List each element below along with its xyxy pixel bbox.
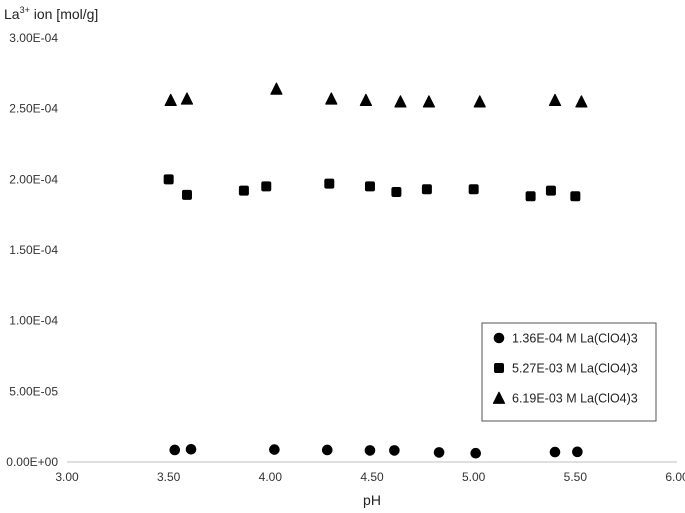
legend-label: 5.27E-03 M La(ClO4)3 [512, 362, 638, 376]
legend-marker-square [494, 363, 504, 373]
data-point-triangle [548, 93, 562, 107]
legend-item: 1.36E-04 M La(ClO4)3 [493, 332, 638, 346]
x-axis-title: pH [363, 492, 381, 508]
series-triangle [164, 82, 588, 108]
data-point-square [324, 178, 335, 189]
data-point-circle [433, 447, 445, 458]
data-point-square [570, 191, 581, 202]
data-point-triangle [359, 93, 372, 107]
data-point-triangle [575, 95, 588, 108]
y-tick-label: 2.50E-04 [9, 102, 58, 116]
x-tick-label: 4.50 [360, 470, 384, 484]
data-point-square [181, 189, 192, 200]
data-point-square [391, 187, 402, 198]
x-tick-labels: 3.00 3.50 4.00 4.50 5.00 5.50 6.00 [55, 470, 685, 484]
y-tick-label: 5.00E-05 [9, 384, 58, 398]
y-axis-title-main: La [4, 6, 20, 22]
data-point-square [421, 184, 432, 195]
data-point-square [364, 181, 375, 192]
data-point-triangle [180, 92, 194, 105]
data-point-circle [549, 446, 561, 458]
data-point-triangle [394, 95, 407, 108]
data-point-circle [269, 444, 280, 455]
legend-marker-triangle [492, 391, 506, 404]
legend-marker-circle [493, 332, 505, 344]
data-point-triangle [422, 95, 436, 108]
data-point-circle [169, 444, 181, 456]
y-axis-title-superscript: 3+ [20, 5, 30, 15]
y-tick-labels: 0.00E+00 5.00E-05 1.00E-04 1.50E-04 2.00E-04… [6, 31, 58, 469]
data-point-triangle [270, 82, 283, 95]
data-point-circle [185, 443, 197, 455]
data-point-circle [364, 445, 376, 456]
data-point-square [545, 185, 556, 196]
y-axis-title-rest: ion [mol/g] [30, 6, 98, 22]
data-point-triangle [473, 95, 486, 108]
data-points [163, 82, 588, 459]
data-point-square [238, 185, 249, 196]
data-point-circle [321, 444, 333, 456]
data-point-triangle [325, 92, 338, 105]
x-tick-label: 4.00 [259, 470, 283, 484]
y-tick-label: 2.00E-04 [9, 172, 58, 186]
legend: 1.36E-04 M La(ClO4)3 5.27E-03 M La(ClO4)3… [481, 322, 657, 422]
legend-item: 6.19E-03 M La(ClO4)3 [492, 391, 638, 406]
x-tick-label: 6.00 [665, 470, 685, 484]
legend-item: 5.27E-03 M La(ClO4)3 [494, 362, 638, 376]
data-point-circle [389, 445, 400, 456]
data-point-square [525, 191, 536, 202]
data-point-circle [470, 447, 482, 459]
series-square [163, 174, 581, 202]
data-point-square [163, 174, 174, 185]
x-tick-label: 3.50 [157, 470, 181, 484]
legend-box [481, 322, 657, 422]
x-tick-label: 5.50 [564, 470, 588, 484]
legend-label: 6.19E-03 M La(ClO4)3 [512, 392, 638, 406]
y-tick-label: 3.00E-04 [9, 31, 58, 45]
y-tick-label: 1.00E-04 [9, 314, 58, 328]
x-tick-label: 3.00 [55, 470, 79, 484]
x-tick-label: 5.00 [462, 470, 486, 484]
y-tick-label: 0.00E+00 [6, 455, 58, 469]
y-axis-title: La3+ ion [mol/g] [4, 5, 98, 22]
data-point-square [468, 184, 479, 195]
series-circle [169, 443, 583, 459]
legend-label: 1.36E-04 M La(ClO4)3 [512, 332, 638, 346]
y-tick-label: 1.50E-04 [9, 243, 58, 257]
data-point-triangle [164, 93, 177, 107]
svg-text:La3+ ion [mol/g]: La3+ ion [mol/g] [4, 5, 98, 22]
data-point-circle [572, 446, 583, 458]
data-point-square [261, 181, 272, 192]
